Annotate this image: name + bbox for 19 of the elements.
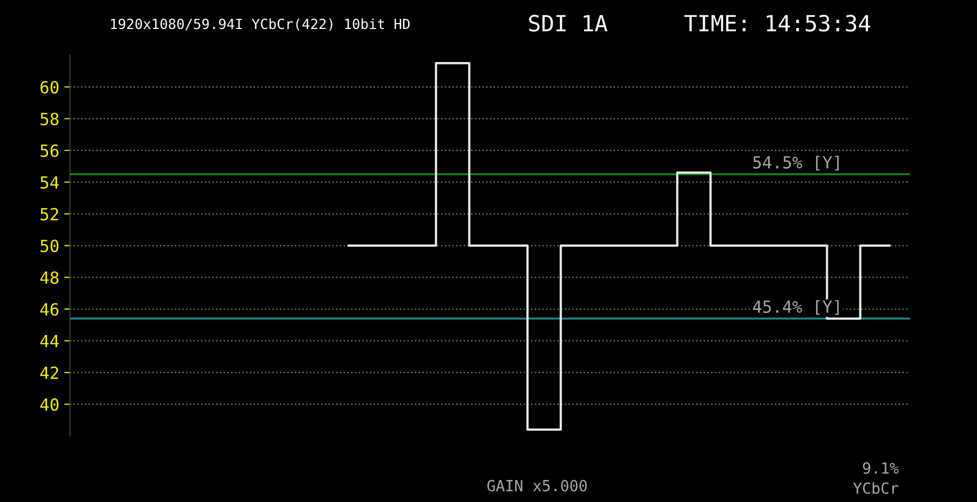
text: 1920x1080/59.94I YCbCr(422) 10bit HD: [111, 18, 410, 31]
y-tick-label: 58: [40, 112, 58, 126]
y-tick-label: 46: [40, 303, 58, 316]
text: GAIN x5.000: [487, 480, 587, 492]
y-tick-label: 40: [40, 398, 58, 411]
ref-line-label: 45.4% [Y]: [752, 300, 839, 315]
y-tick-label: 60: [40, 80, 58, 94]
text: SDI 1A: [529, 14, 608, 32]
ref-line-label: 54.5% [Y]: [753, 156, 839, 171]
y-tick-label: 50: [40, 240, 58, 252]
y-tick-label: 54: [40, 176, 59, 189]
text: 9.1%: [862, 462, 899, 474]
y-tick-label: 56: [40, 144, 58, 158]
y-tick-label: 52: [40, 208, 58, 220]
y-tick-label: 42: [40, 366, 58, 379]
y-tick-label: 44: [40, 335, 59, 348]
text: YCbCr: [853, 482, 898, 494]
text: TIME: 14:53:34: [684, 14, 870, 32]
y-tick-label: 48: [40, 271, 58, 284]
